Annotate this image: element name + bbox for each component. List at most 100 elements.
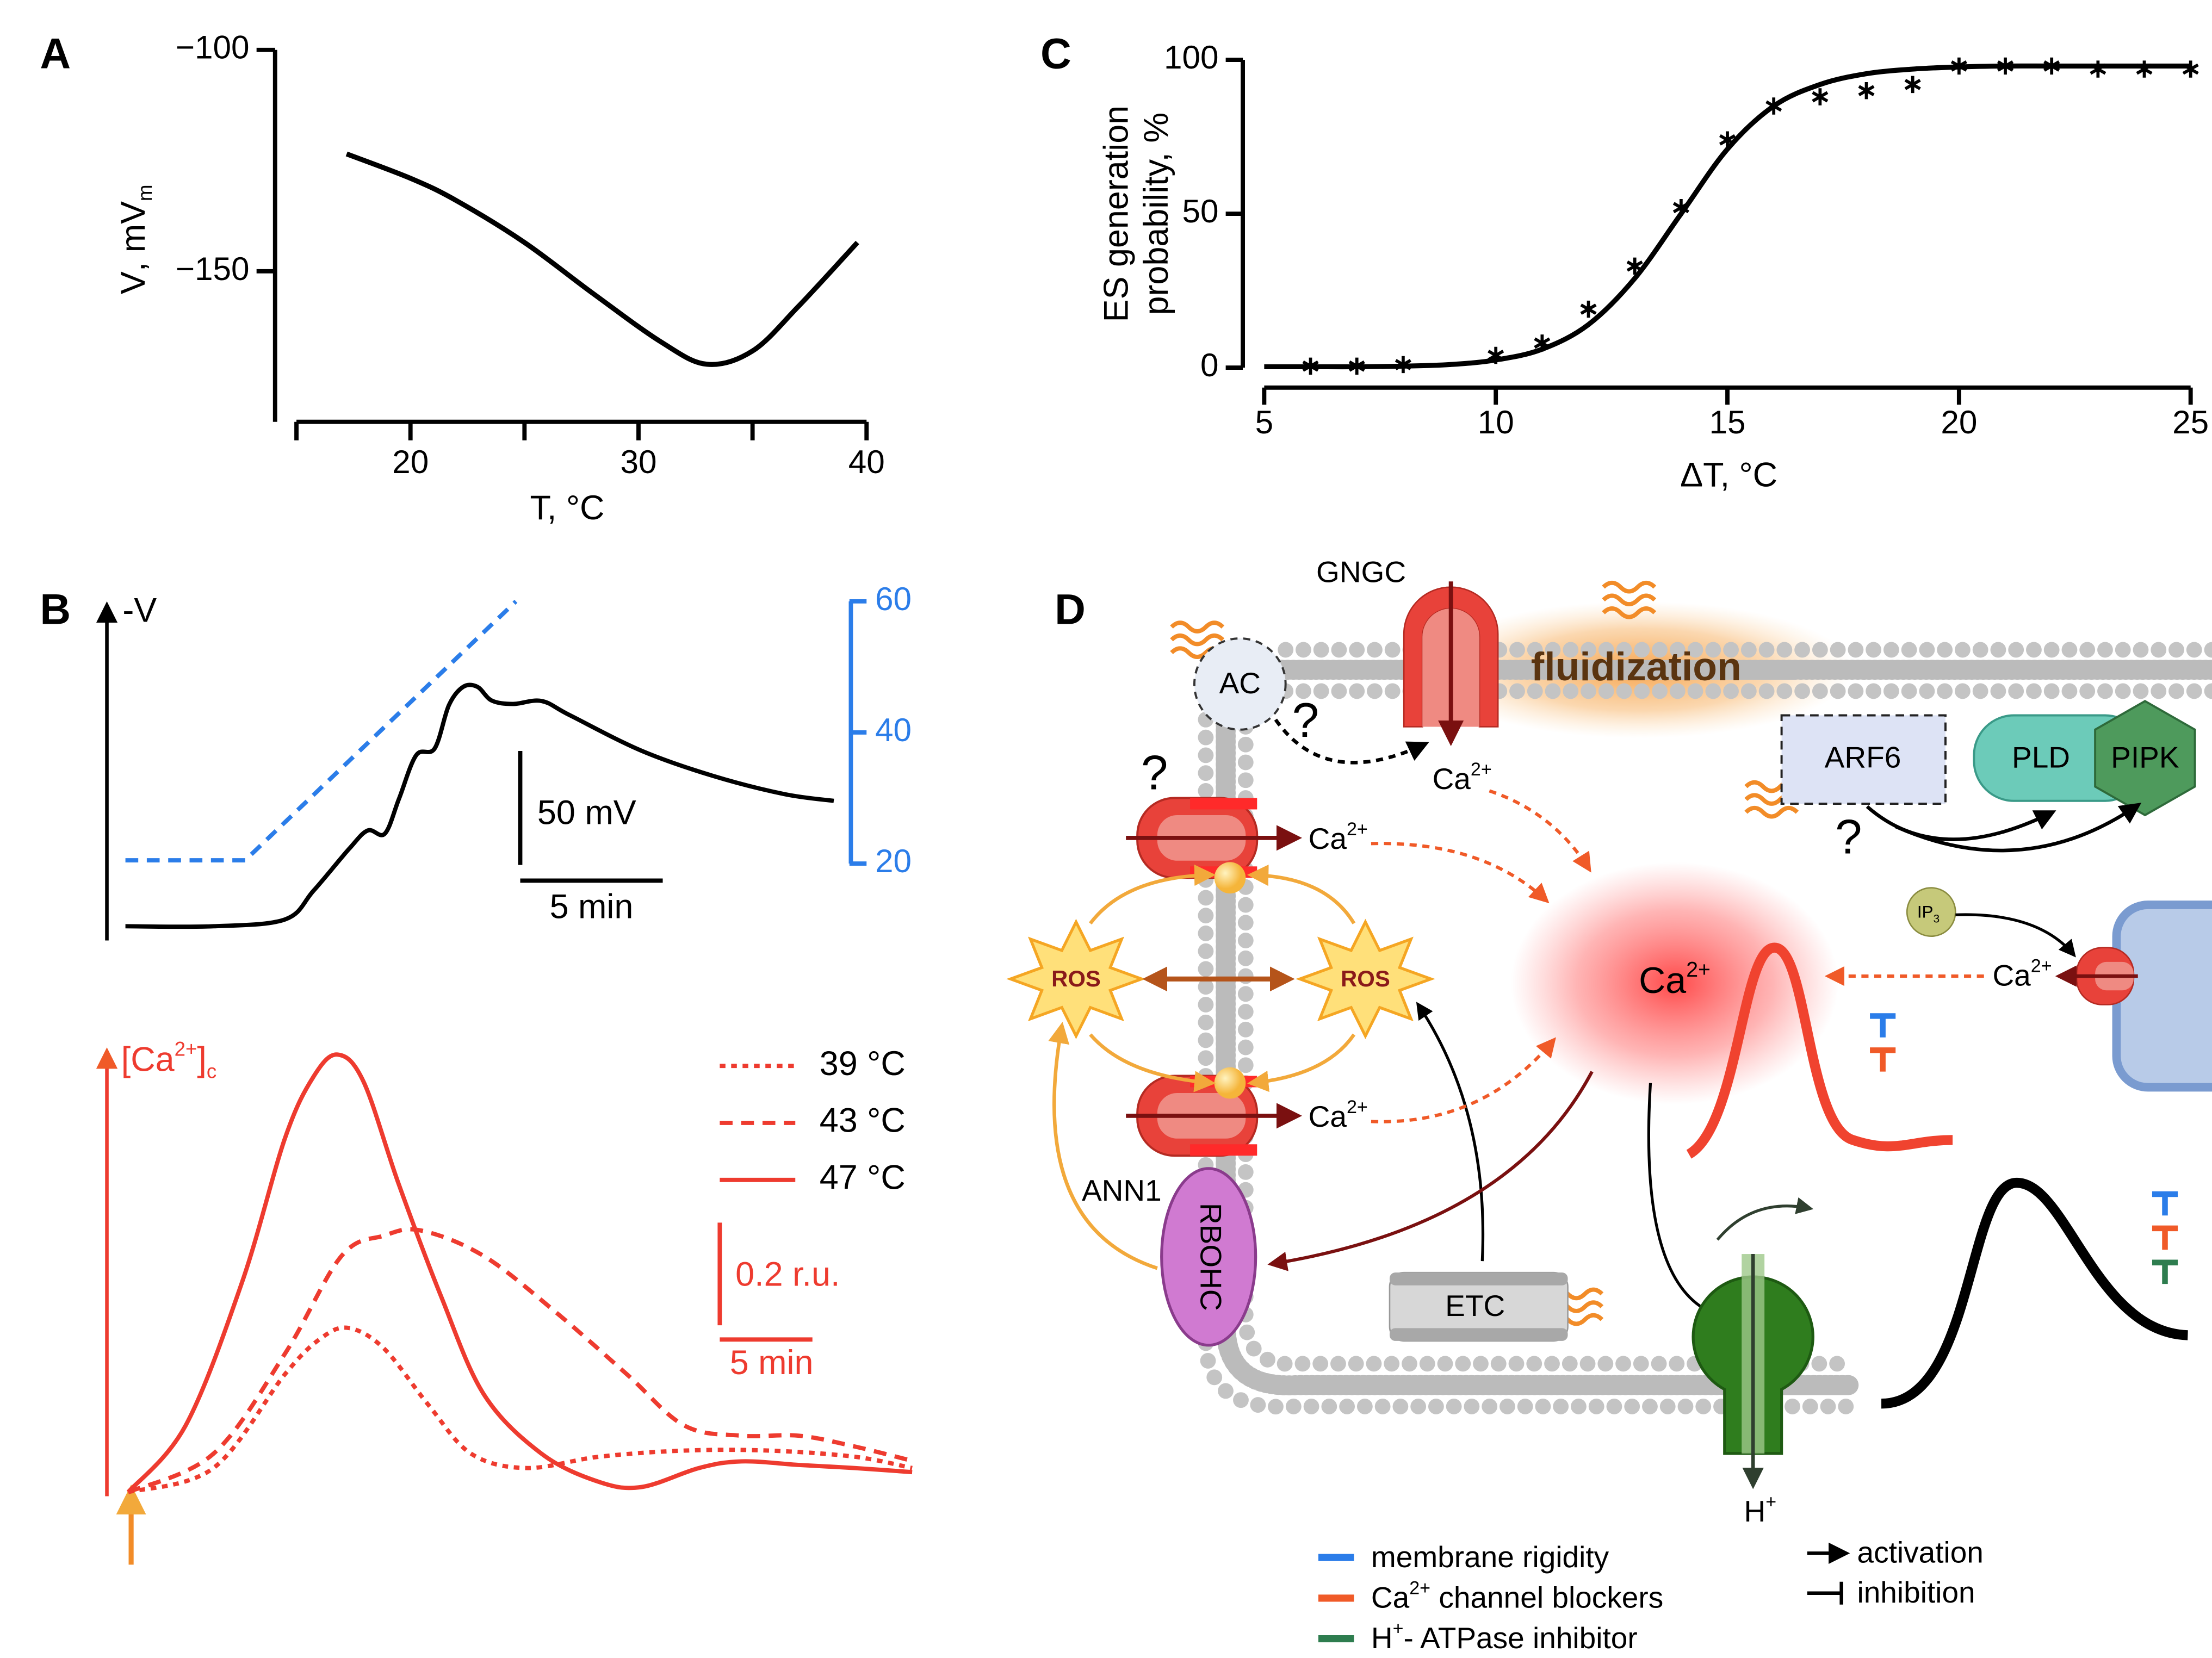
rbohc-node [1160, 1167, 1257, 1347]
line [125, 600, 518, 862]
label: IP3 [1917, 903, 1940, 926]
y-axis-label: ES generation [1098, 105, 1136, 322]
line [127, 1227, 913, 1494]
y-tick-label: −150 [176, 250, 250, 287]
etc-node [1389, 1272, 1568, 1286]
arrow [1866, 805, 2056, 841]
arrow [1089, 864, 1216, 925]
legend-label: 47 °C [820, 1158, 906, 1196]
x-tick-label: 25 [2172, 403, 2209, 440]
x-axis-label: T, °C [530, 489, 604, 527]
legend-label-part: + [1393, 1618, 1404, 1639]
point [2182, 60, 2199, 78]
label: ? [1292, 693, 1319, 747]
x-tick-label: 40 [848, 443, 885, 480]
legend-label-part: membrane rigidity [1371, 1539, 1609, 1573]
scale-bar-label: 5 min [550, 888, 634, 926]
ca-spike [1686, 942, 1953, 1159]
membrane [1198, 642, 2212, 1415]
inhibitor-mark [1870, 1013, 1896, 1038]
label: ANN1 [1082, 1173, 1162, 1207]
store [2112, 901, 2212, 1092]
gngc-channel [1403, 581, 1499, 747]
arrow [1267, 1071, 1594, 1271]
scale-bar-label: 5 min [730, 1344, 814, 1382]
label: GNGC [1316, 555, 1406, 589]
x-tick-label: 5 [1255, 403, 1274, 440]
point [1904, 76, 1921, 94]
y-tick-label: 100 [1164, 39, 1219, 76]
legend-label: membrane rigidity [1371, 1539, 1609, 1573]
arrow [1371, 1037, 1556, 1123]
label: 2+ [1347, 819, 1368, 840]
label: 2+ [1686, 958, 1711, 982]
label: 2+ [1471, 759, 1492, 780]
line [125, 682, 834, 929]
fit-line [1264, 63, 2191, 370]
axis-label-part: [Ca [121, 1040, 175, 1078]
point [1488, 346, 1504, 364]
label: ? [1835, 810, 1862, 864]
chart-c: 0 50 100 5 10 15 20 25 ΔT, °C ES generation probab… [1098, 39, 2209, 494]
legend-label-part: Ca [1371, 1580, 1410, 1614]
point [1395, 356, 1411, 374]
legend-inhibition [1807, 1581, 1843, 1605]
y-tick-label: 0 [1200, 346, 1219, 383]
line [126, 1052, 913, 1494]
x-tick-label: 30 [620, 443, 656, 480]
arrow [1048, 1022, 1158, 1270]
arrow [1489, 789, 1591, 873]
ac-node [1193, 637, 1287, 731]
label: H [1744, 1494, 1765, 1528]
y2-tick-label: 20 [875, 842, 912, 879]
x-axis-label: ΔT, °C [1680, 456, 1777, 494]
x-tick-label: 20 [1941, 403, 1977, 440]
label: Ca2+ [1639, 958, 1711, 1002]
chart-b-top: -V 20 40 60 50 mV 5 min [96, 580, 912, 941]
label: Ca [1992, 958, 2031, 992]
arf6-node [1780, 714, 1947, 805]
label: ROS [1051, 966, 1101, 991]
y-tick-label: −100 [176, 29, 250, 66]
label: Ca [1309, 1100, 1347, 1133]
inhibitor-mark [1870, 1047, 1896, 1072]
y2-tick-label: 40 [875, 711, 912, 748]
axis-label: [Ca2+]c [121, 1038, 216, 1082]
arrow [1894, 803, 2142, 853]
axis-label-part: ] [197, 1040, 206, 1078]
label: Ca2+ [1309, 819, 1368, 855]
legend-label: Ca2+ channel blockers [1371, 1578, 1663, 1614]
arrow [1274, 718, 1429, 765]
legend-label: inhibition [1857, 1575, 1975, 1609]
label: PLD [2012, 740, 2070, 774]
point [1580, 300, 1597, 318]
point [1302, 357, 1319, 375]
arrow [1247, 864, 1356, 924]
point [2136, 60, 2153, 78]
axis-label-part: , mV [114, 201, 152, 271]
chart-a: −100 −150 20 30 40 T, °C V, mVm [114, 29, 885, 527]
inhibitor-mark [2152, 1225, 2178, 1250]
axis-label-part: 2+ [175, 1038, 197, 1060]
panel-letter: A [40, 30, 71, 78]
x-tick-label: 10 [1478, 403, 1514, 440]
ball [1214, 862, 1246, 894]
label: 2+ [2031, 956, 2052, 977]
label: ETC [1445, 1289, 1505, 1322]
point [1626, 257, 1643, 275]
point [2043, 57, 2060, 75]
point [1719, 131, 1736, 148]
legend-label-part: - ATPase inhibitor [1404, 1621, 1638, 1655]
label: Ca [1309, 822, 1347, 855]
panel-letter: B [40, 586, 71, 634]
label: PIPK [2111, 740, 2179, 774]
x-tick-label: 15 [1709, 403, 1746, 440]
label: fluidization [1531, 644, 1742, 689]
arrow [1371, 842, 1550, 904]
point [1534, 334, 1551, 352]
point [1950, 57, 1967, 75]
scale-bar-label: 0.2 r.u. [735, 1256, 840, 1294]
point [1858, 82, 1875, 100]
legend-label-part: channel blockers [1430, 1580, 1663, 1614]
